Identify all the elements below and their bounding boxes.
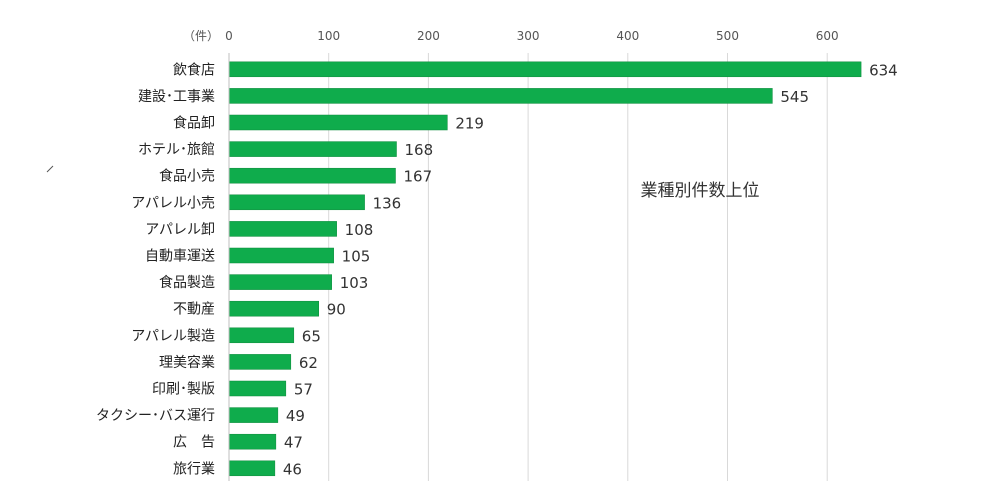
bar xyxy=(228,274,332,290)
value-label: 219 xyxy=(455,115,484,133)
category-label: 旅行業 xyxy=(173,461,215,477)
bar xyxy=(228,247,334,264)
bar xyxy=(228,88,773,104)
bar xyxy=(228,433,277,450)
bar xyxy=(228,141,397,157)
bar xyxy=(228,460,276,477)
x-tick-label: 500 xyxy=(716,29,739,43)
category-label: 食品小売 xyxy=(159,168,215,185)
category-label: 建設･工事業 xyxy=(138,89,215,105)
bar xyxy=(228,221,337,237)
value-label: 108 xyxy=(345,221,374,239)
value-label: 47 xyxy=(284,434,303,452)
category-label: アパレル小売 xyxy=(131,195,215,211)
category-label: 広 告 xyxy=(173,435,215,451)
value-label: 49 xyxy=(286,407,305,425)
x-tick-label: 600 xyxy=(816,29,839,43)
value-label: 90 xyxy=(327,301,346,319)
bar xyxy=(228,61,862,78)
category-label: 食品製造 xyxy=(159,274,215,291)
category-label: アパレル卸 xyxy=(145,222,215,238)
axis-unit-label: （件） xyxy=(183,29,219,43)
bar xyxy=(228,327,295,344)
chart-title: 業種別件数上位 xyxy=(641,181,760,201)
x-tick-label: 100 xyxy=(317,29,340,43)
value-label: 105 xyxy=(342,248,371,266)
category-label: アパレル製造 xyxy=(131,328,215,344)
value-label: 634 xyxy=(869,61,898,79)
category-label: ホテル･旅館 xyxy=(138,141,215,158)
bar xyxy=(228,114,448,131)
category-label: 理美容業 xyxy=(159,354,215,371)
value-label: 62 xyxy=(299,354,318,372)
value-label: 46 xyxy=(283,460,302,478)
bar xyxy=(228,380,287,397)
axes: （件） 0 100 200 300 400 500 600 xyxy=(183,29,839,481)
labels: 飲食店 634 建設･工事業 545 食品卸 219 ホテル･旅館 168 食品小売 167 アパレ… xyxy=(96,61,898,478)
value-label: 65 xyxy=(302,327,321,345)
value-label: 167 xyxy=(403,168,432,186)
category-label: タクシー･バス運行 xyxy=(96,408,215,424)
bars xyxy=(228,61,862,477)
category-label: 印刷･製版 xyxy=(152,382,215,398)
bar xyxy=(228,300,319,317)
x-tick-label: 0 xyxy=(225,29,233,43)
stray-mark xyxy=(46,165,54,173)
category-label: 食品卸 xyxy=(173,115,215,132)
category-label: 飲食店 xyxy=(173,61,215,78)
bar xyxy=(228,407,279,423)
value-label: 545 xyxy=(780,88,809,106)
x-tick-label: 300 xyxy=(517,29,540,43)
value-label: 168 xyxy=(404,141,433,159)
category-label: 自動車運送 xyxy=(145,248,215,265)
x-tick-label: 200 xyxy=(417,29,440,43)
value-label: 136 xyxy=(373,194,402,212)
bar xyxy=(228,194,365,211)
value-label: 103 xyxy=(340,274,369,292)
value-label: 57 xyxy=(294,381,313,399)
bar xyxy=(228,354,292,370)
bar xyxy=(228,167,396,184)
category-label: 不動産 xyxy=(173,302,215,318)
x-tick-label: 400 xyxy=(616,29,639,43)
